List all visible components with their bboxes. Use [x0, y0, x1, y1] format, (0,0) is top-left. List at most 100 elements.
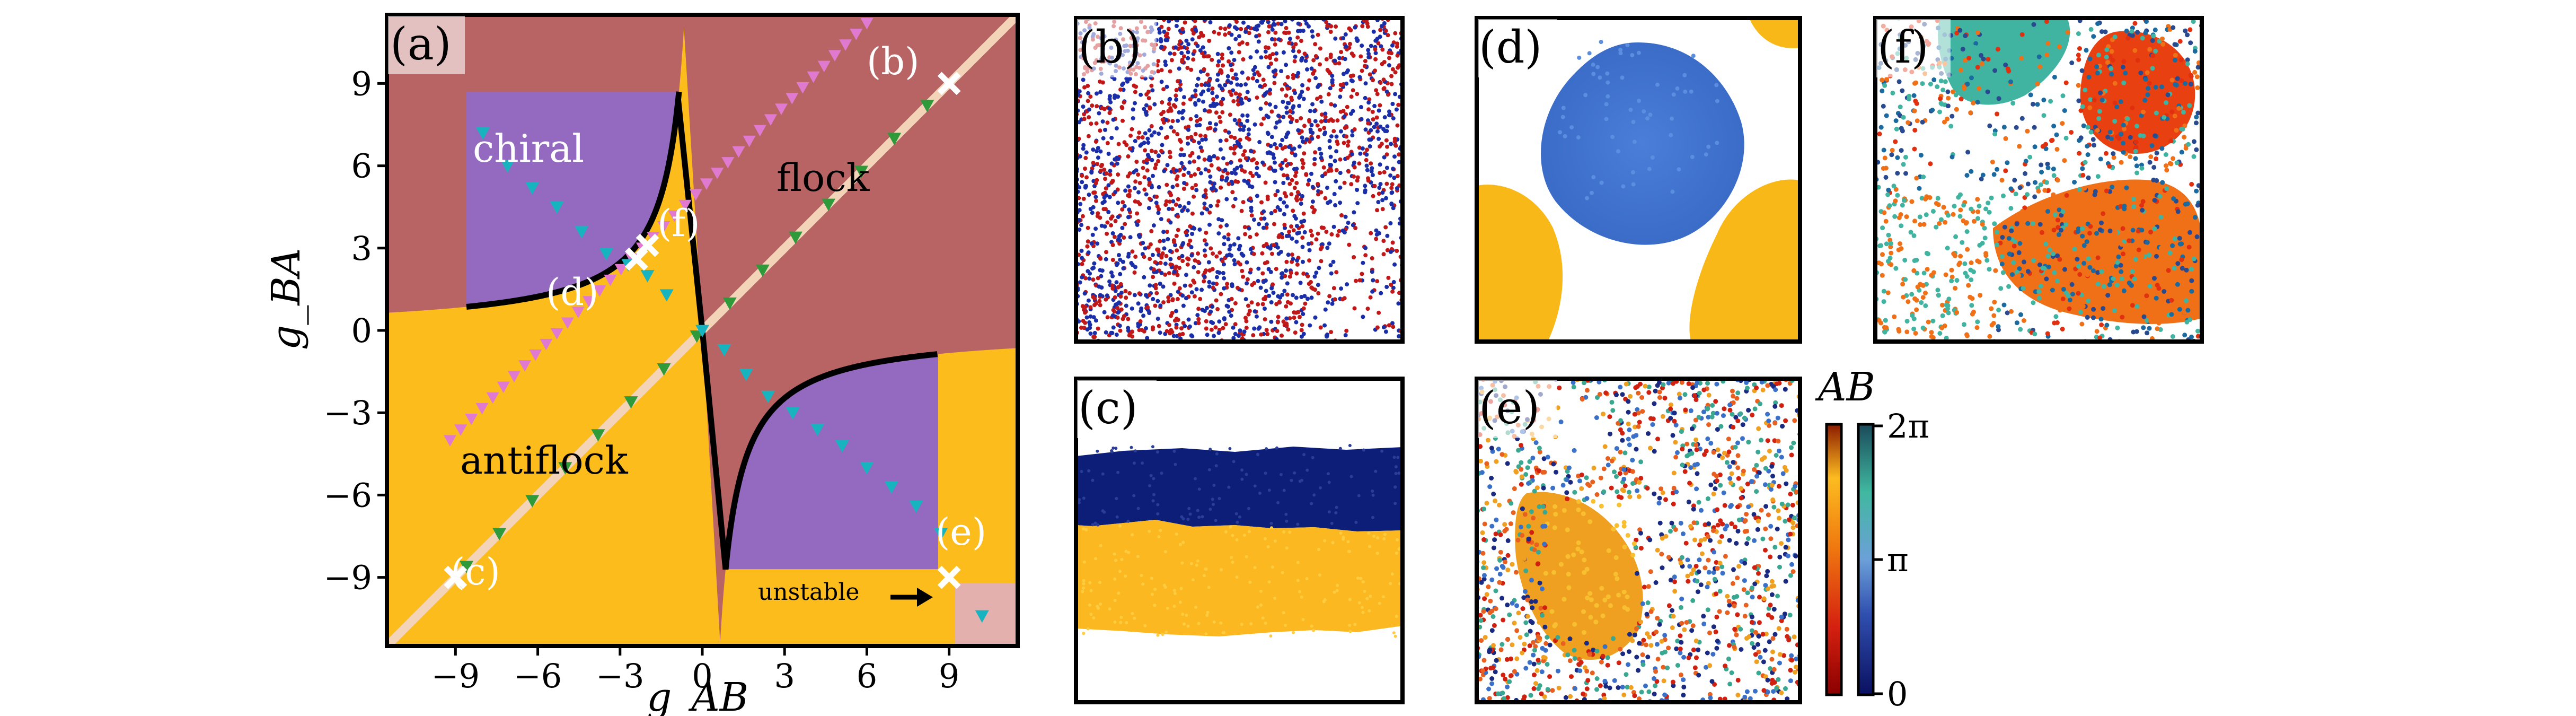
particle: [1551, 570, 1557, 575]
particle: [1696, 500, 1701, 505]
particle: [1363, 184, 1368, 188]
particle: [1757, 595, 1762, 600]
particle: [1300, 595, 1303, 599]
particle: [1689, 426, 1695, 431]
pink-marker: [721, 157, 735, 169]
particle: [2092, 97, 2097, 102]
particle: [1178, 204, 1182, 208]
particle: [1370, 109, 1375, 114]
particle: [1192, 265, 1196, 269]
particle: [1150, 577, 1153, 580]
particle: [1107, 111, 1112, 115]
particle: [1273, 597, 1277, 600]
particle: [1621, 467, 1627, 472]
particle: [1538, 574, 1543, 579]
snapshot-f: (f): [1873, 16, 2204, 344]
particle: [1248, 247, 1253, 251]
particle: [1325, 186, 1329, 190]
particle: [1293, 153, 1298, 158]
particle: [1526, 523, 1531, 529]
particle: [1505, 603, 1510, 608]
particle: [1214, 94, 1219, 99]
particle: [1480, 551, 1486, 556]
particle: [1531, 686, 1537, 691]
particle: [2095, 255, 2101, 260]
particle: [1271, 565, 1274, 569]
particle: [1183, 20, 1187, 25]
particle: [1299, 116, 1303, 120]
particle: [1316, 32, 1320, 37]
particle: [1239, 164, 1243, 169]
particle: [1527, 643, 1532, 648]
particle: [1086, 83, 1090, 88]
particle: [1679, 555, 1684, 560]
particle: [1348, 111, 1353, 116]
particle: [1133, 265, 1137, 269]
particle: [1648, 569, 1653, 574]
particle: [1380, 47, 1385, 52]
particle: [1691, 647, 1696, 652]
particle: [1084, 150, 1089, 155]
particle: [1113, 219, 1118, 223]
particle: [1736, 476, 1741, 481]
particle: [1779, 403, 1784, 408]
particle: [1639, 395, 1645, 400]
particle: [2152, 198, 2157, 203]
particle: [2052, 270, 2057, 275]
particle: [1501, 617, 1506, 623]
particle: [1319, 245, 1324, 250]
particle: [1357, 145, 1362, 150]
particle: [1172, 240, 1177, 245]
particle: [1792, 516, 1797, 521]
particle: [1324, 20, 1329, 24]
particle: [1105, 141, 1110, 145]
particle: [1527, 660, 1532, 665]
particle: [1937, 331, 1943, 336]
particle: [1272, 222, 1276, 226]
particle: [1893, 266, 1899, 271]
particle: [1938, 96, 1943, 101]
particle: [1672, 579, 1677, 584]
particle: [1605, 655, 1610, 660]
particle: [1172, 51, 1177, 56]
particle: [1913, 330, 1918, 336]
particle: [1352, 174, 1356, 179]
particle: [1152, 493, 1155, 496]
particle: [1623, 470, 1628, 476]
particle: [1585, 595, 1590, 600]
particle: [1292, 146, 1296, 151]
particle: [1299, 202, 1303, 206]
particle: [1342, 230, 1347, 235]
particle: [1174, 462, 1177, 466]
particle: [1201, 194, 1206, 198]
particle: [1156, 633, 1160, 637]
particle: [1970, 311, 1975, 317]
particle: [1497, 557, 1503, 563]
particle: [1167, 322, 1171, 327]
particle: [1287, 316, 1292, 321]
particle: [1290, 178, 1294, 182]
particle: [2104, 47, 2110, 53]
particle: [1098, 169, 1103, 173]
particle: [1673, 455, 1679, 460]
particle: [1982, 225, 1987, 231]
particle: [1186, 200, 1191, 205]
particle: [1594, 676, 1600, 681]
particle: [1647, 537, 1653, 543]
particle: [1752, 467, 1757, 472]
particle: [1161, 239, 1166, 243]
particle: [1141, 582, 1145, 586]
particle: [1203, 167, 1208, 172]
particle: [1366, 178, 1371, 183]
particle: [1178, 600, 1182, 604]
particle: [2033, 180, 2038, 185]
particle: [1238, 127, 1242, 132]
particle: [1113, 190, 1118, 195]
particle: [1229, 525, 1232, 529]
particle: [2175, 245, 2180, 250]
particle: [1765, 383, 1770, 388]
particle: [1392, 176, 1397, 180]
particle: [1963, 270, 1968, 276]
particle: [1727, 643, 1732, 648]
particle: [1281, 115, 1286, 119]
